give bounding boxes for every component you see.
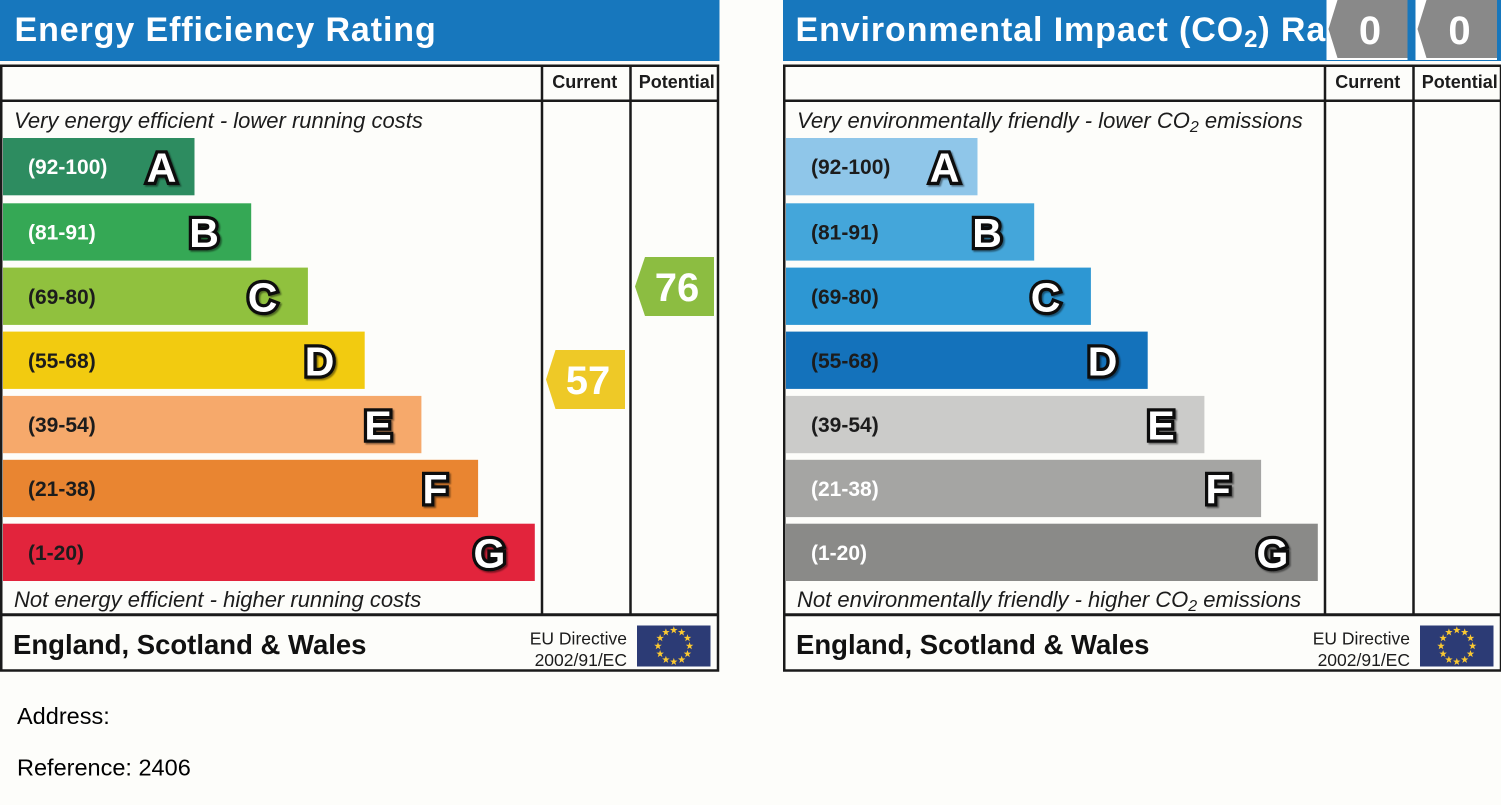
svg-text:A: A	[147, 145, 177, 191]
svg-text:A: A	[930, 145, 960, 191]
svg-text:(21-38): (21-38)	[28, 478, 96, 501]
svg-text:(55-68): (55-68)	[811, 350, 879, 373]
svg-text:0: 0	[1448, 9, 1470, 53]
svg-text:76: 76	[655, 266, 700, 310]
svg-text:Energy Efficiency Rating: Energy Efficiency Rating	[15, 11, 437, 49]
svg-text:(55-68): (55-68)	[28, 350, 96, 373]
svg-text:(39-54): (39-54)	[811, 414, 879, 437]
svg-text:England, Scotland & Wales: England, Scotland & Wales	[13, 629, 366, 660]
svg-text:(69-80): (69-80)	[28, 286, 96, 309]
svg-text:England, Scotland & Wales: England, Scotland & Wales	[796, 629, 1149, 660]
svg-text:(69-80): (69-80)	[811, 286, 879, 309]
svg-text:57: 57	[566, 359, 611, 403]
svg-text:D: D	[1088, 338, 1118, 384]
svg-text:(81-91): (81-91)	[811, 221, 879, 244]
svg-text:Very energy efficient - lower: Very energy efficient - lower running co…	[14, 108, 423, 133]
svg-text:2002/91/EC: 2002/91/EC	[535, 650, 627, 670]
svg-text:Potential: Potential	[1422, 72, 1498, 92]
svg-text:B: B	[189, 210, 219, 256]
svg-text:Not environmentally friendly -: Not environmentally friendly - higher CO…	[797, 587, 1301, 615]
svg-text:Current: Current	[552, 72, 617, 92]
svg-text:(1-20): (1-20)	[28, 542, 84, 565]
svg-text:0: 0	[1359, 9, 1381, 53]
svg-text:C: C	[1031, 274, 1061, 320]
svg-text:Very environmentally friendly: Very environmentally friendly - lower CO…	[797, 108, 1303, 136]
svg-text:B: B	[972, 210, 1002, 256]
svg-text:(39-54): (39-54)	[28, 414, 96, 437]
svg-text:E: E	[1147, 403, 1174, 449]
svg-text:Not energy efficient - higher: Not energy efficient - higher running co…	[14, 587, 421, 612]
svg-text:EU Directive: EU Directive	[530, 629, 627, 649]
svg-text:D: D	[305, 338, 335, 384]
svg-text:Potential: Potential	[639, 72, 715, 92]
svg-text:Environmental Impact (CO2) Rat: Environmental Impact (CO2) Rating	[796, 11, 1393, 53]
svg-text:F: F	[422, 466, 447, 512]
svg-text:F: F	[1205, 466, 1230, 512]
svg-text:(92-100): (92-100)	[28, 156, 107, 179]
svg-text:2002/91/EC: 2002/91/EC	[1318, 650, 1410, 670]
svg-text:(21-38): (21-38)	[811, 478, 879, 501]
svg-text:G: G	[474, 530, 506, 576]
svg-text:Reference: 2406: Reference: 2406	[17, 755, 191, 781]
svg-text:Current: Current	[1335, 72, 1400, 92]
svg-text:G: G	[1257, 530, 1289, 576]
svg-text:(81-91): (81-91)	[28, 221, 96, 244]
svg-text:(1-20): (1-20)	[811, 542, 867, 565]
svg-text:C: C	[248, 274, 278, 320]
svg-text:(92-100): (92-100)	[811, 156, 890, 179]
svg-text:E: E	[364, 403, 391, 449]
svg-text:Address:: Address:	[17, 703, 110, 729]
svg-text:EU Directive: EU Directive	[1313, 629, 1410, 649]
